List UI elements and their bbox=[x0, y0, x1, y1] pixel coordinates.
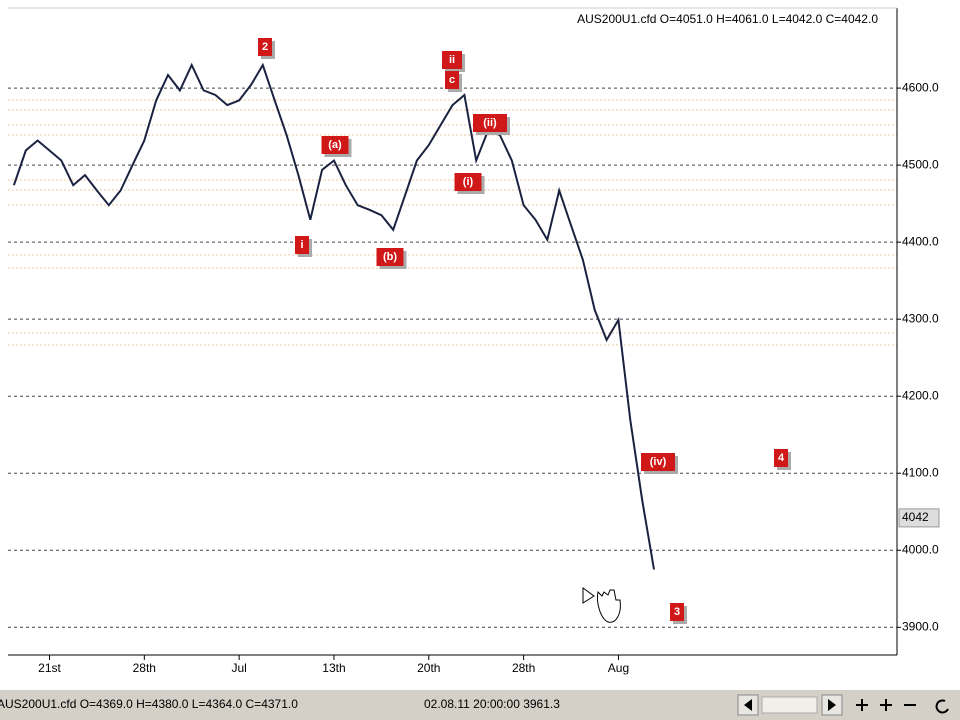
last-price-box bbox=[898, 508, 940, 528]
label-text: (b) bbox=[383, 251, 397, 263]
y-tick-label: 4100.0 bbox=[902, 465, 939, 479]
wave-label: (i) bbox=[454, 173, 485, 194]
wave-label: (b) bbox=[376, 248, 407, 269]
label-text: (iv) bbox=[650, 456, 667, 468]
x-tick-label: 20th bbox=[417, 661, 440, 675]
move-button[interactable] bbox=[856, 699, 868, 711]
label-text: (a) bbox=[328, 139, 342, 151]
x-tick-label: 21st bbox=[38, 661, 61, 675]
x-tick-label: Aug bbox=[608, 661, 629, 675]
price-line bbox=[12, 62, 655, 570]
label-box bbox=[321, 136, 349, 154]
icon bbox=[828, 699, 836, 711]
last-price-label: 4042 bbox=[902, 510, 929, 524]
y-tick-label: 4000.0 bbox=[902, 542, 939, 556]
label-text: 2 bbox=[262, 41, 268, 53]
x-tick-label: 13th bbox=[322, 661, 345, 675]
label-box bbox=[442, 51, 462, 69]
wave-label: 3 bbox=[670, 603, 687, 624]
label-box bbox=[445, 71, 459, 89]
y-tick-label: 4200.0 bbox=[902, 388, 939, 402]
label-box bbox=[295, 236, 309, 254]
chart-header: AUS200U1.cfd O=4051.0 H=4061.0 L=4042.0 … bbox=[577, 12, 878, 26]
label-box bbox=[641, 453, 675, 471]
zoom-in-button[interactable] bbox=[880, 699, 892, 711]
decor-lines bbox=[8, 99, 897, 346]
wave-label: (ii) bbox=[473, 114, 510, 135]
label-text: (i) bbox=[463, 176, 474, 188]
scrollbar[interactable] bbox=[761, 696, 818, 714]
label-box bbox=[774, 449, 788, 467]
y-tick-label: 4600.0 bbox=[902, 80, 939, 94]
x-tick-label: Jul bbox=[231, 661, 246, 675]
label-box bbox=[454, 173, 482, 191]
label-box bbox=[473, 114, 507, 132]
label-box bbox=[670, 603, 684, 621]
x-tick-label: 28th bbox=[512, 661, 535, 675]
y-tick-label: 4400.0 bbox=[902, 234, 939, 248]
label-text: (ii) bbox=[483, 117, 497, 129]
toolbar bbox=[737, 694, 949, 716]
reset-button[interactable] bbox=[935, 699, 949, 714]
label-box bbox=[258, 38, 272, 56]
icon bbox=[744, 699, 752, 711]
y-tick-label: 4300.0 bbox=[902, 311, 939, 325]
label-text: ii bbox=[449, 54, 455, 66]
wave-label: ii bbox=[442, 51, 465, 72]
label-text: 4 bbox=[778, 452, 785, 464]
label-box bbox=[376, 248, 404, 266]
wave-label: i bbox=[295, 236, 312, 257]
x-tick-label: 28th bbox=[133, 661, 156, 675]
wave-label: (a) bbox=[321, 136, 352, 157]
label-text: 3 bbox=[674, 606, 680, 618]
wave-label: (iv) bbox=[641, 453, 678, 474]
wave-label: c bbox=[445, 71, 462, 92]
cursor bbox=[582, 587, 621, 623]
hand-cursor bbox=[597, 589, 621, 623]
wave-label: 2 bbox=[258, 38, 275, 59]
y-tick-label: 3900.0 bbox=[902, 619, 939, 633]
label-text: c bbox=[449, 74, 455, 86]
label-text: i bbox=[300, 239, 303, 251]
status-text: AUS200U1.cfd O=4369.0 H=4380.0 L=4364.0 … bbox=[0, 697, 298, 711]
wave-label: 4 bbox=[774, 449, 791, 470]
arrow-cursor bbox=[582, 587, 595, 604]
status-time: 02.08.11 20:00:00 3961.3 bbox=[424, 697, 560, 711]
y-tick-label: 4500.0 bbox=[902, 157, 939, 171]
